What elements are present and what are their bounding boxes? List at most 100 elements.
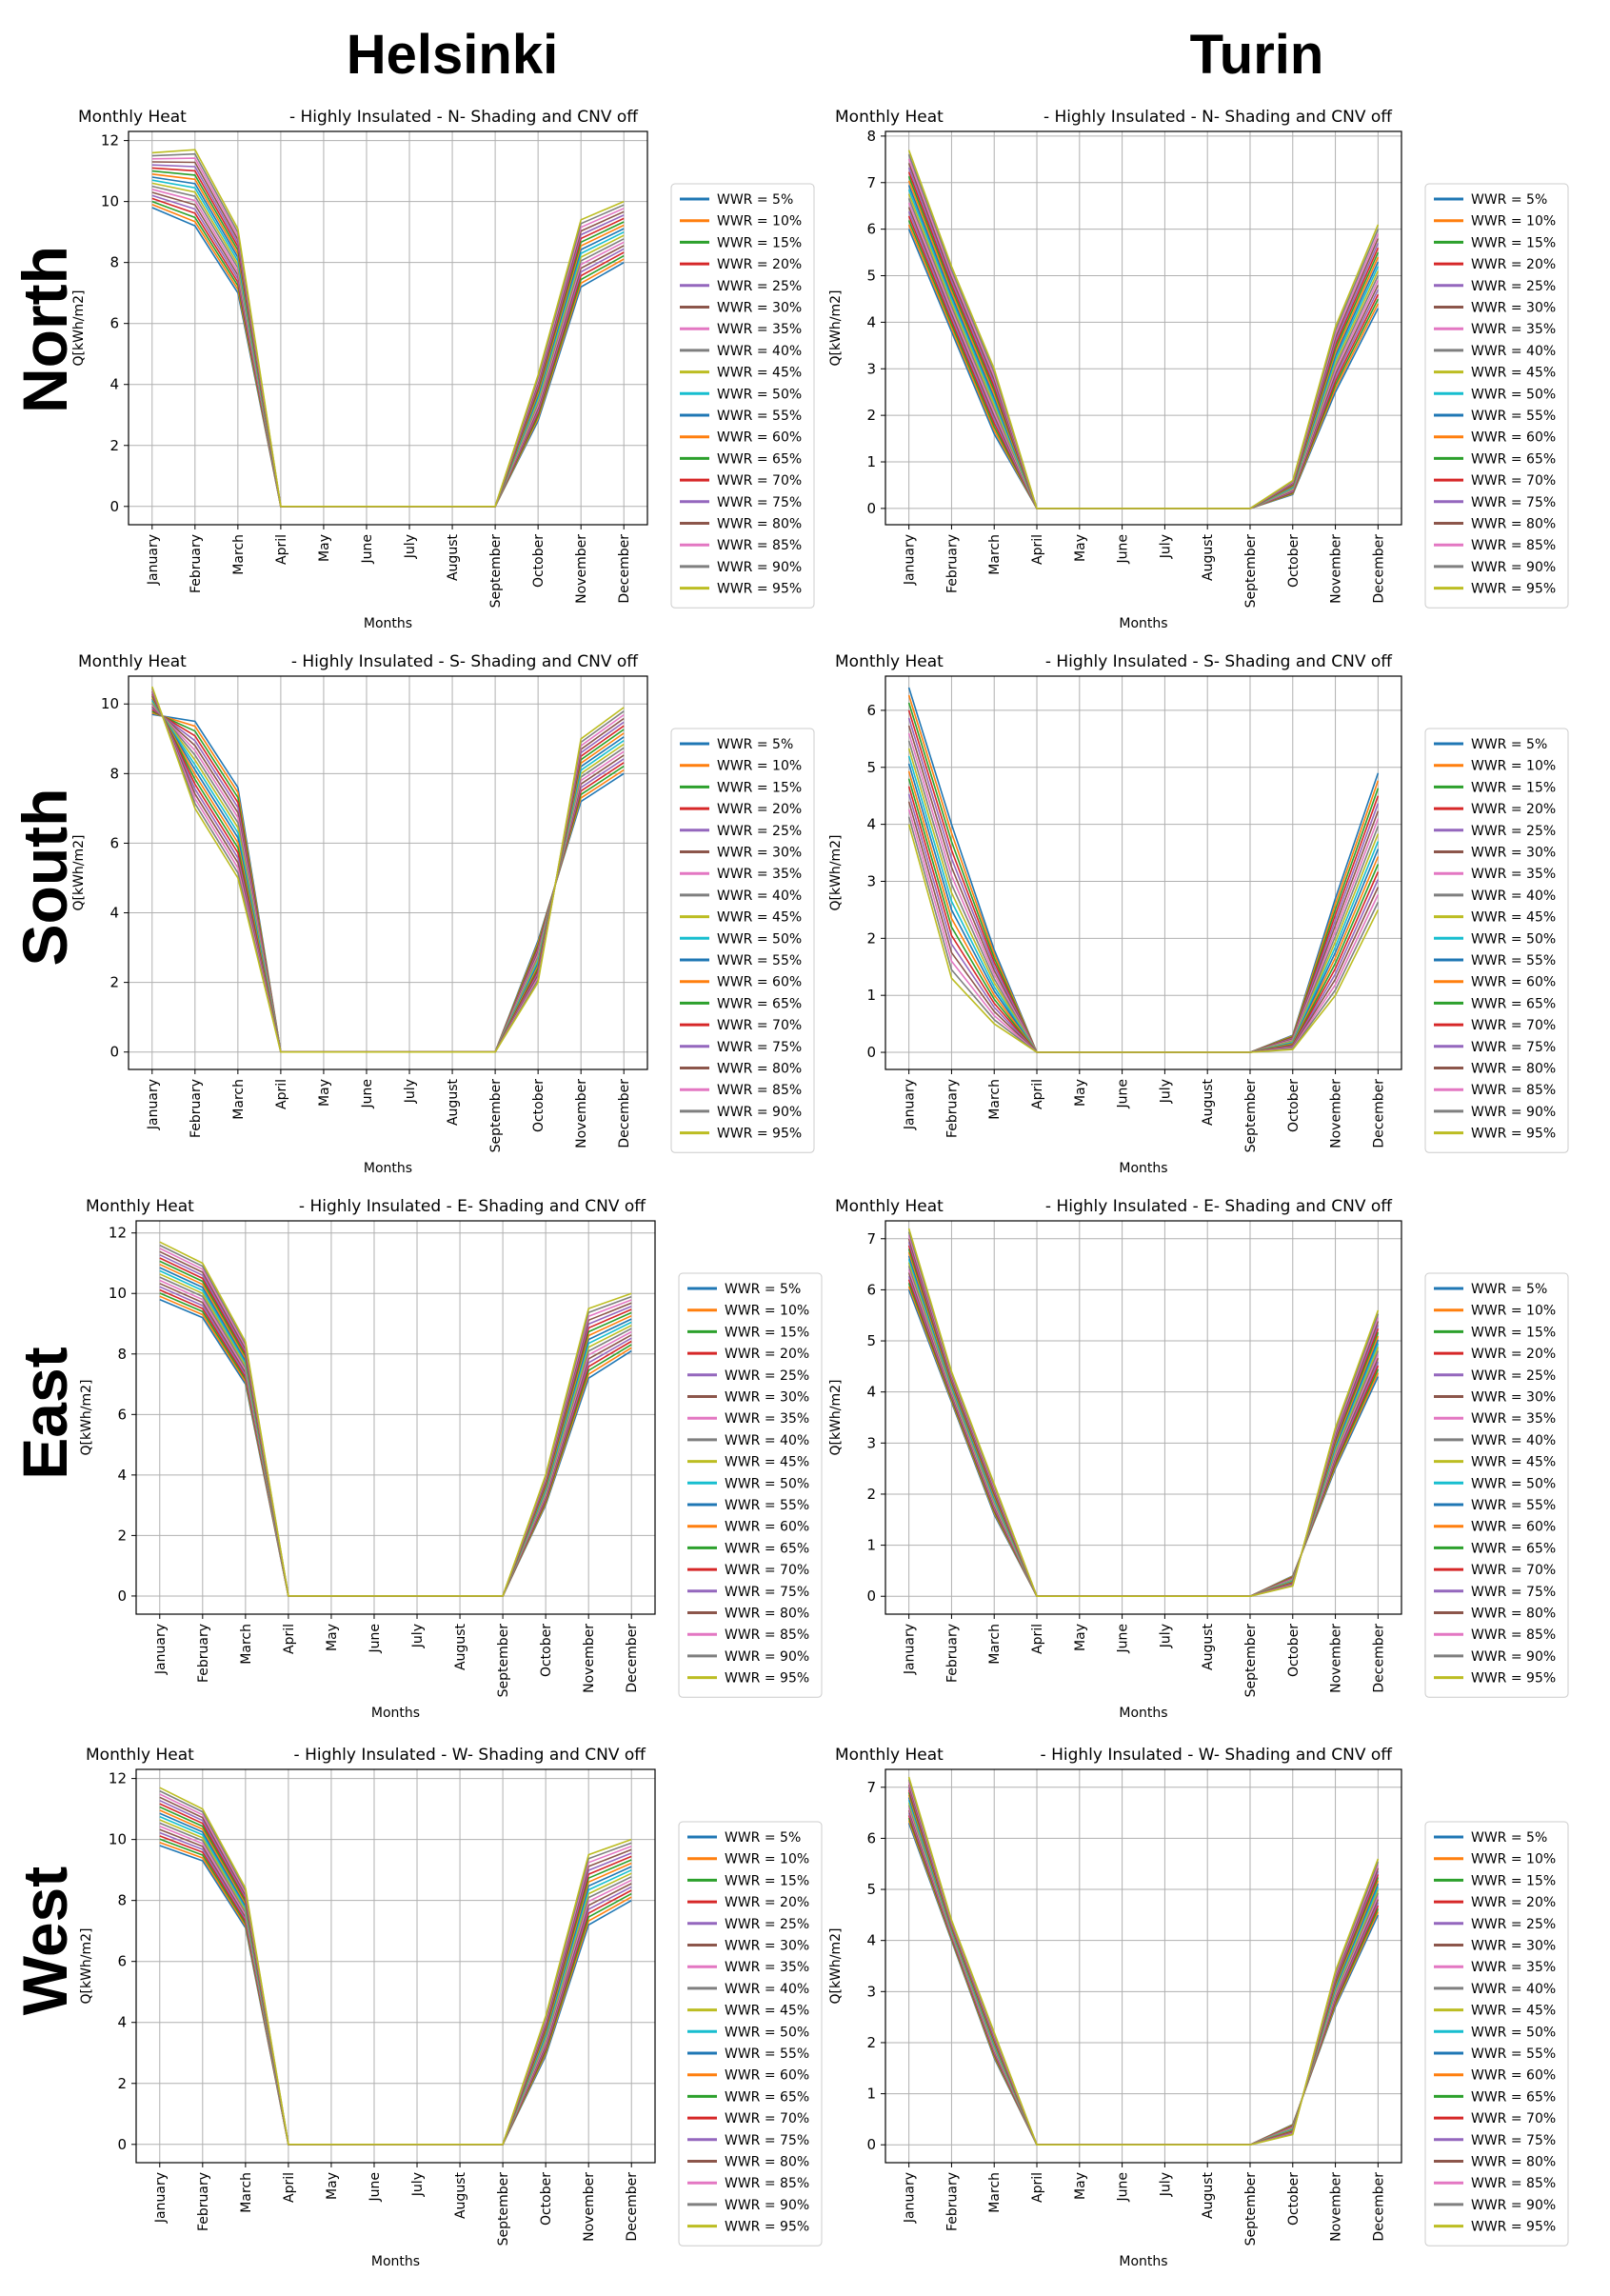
chart-title-left: Monthly Heat	[86, 1197, 194, 1216]
y-tick-label: 2	[109, 437, 119, 454]
legend-label: WWR = 95%	[1471, 2220, 1556, 2235]
series-line-wwr-90	[159, 1244, 632, 1597]
y-tick-label: 5	[866, 1332, 876, 1349]
y-tick-label: 8	[117, 1892, 127, 1909]
x-tick-label: December	[1371, 534, 1386, 604]
legend-label: WWR = 60%	[1471, 2068, 1556, 2084]
series-line-wwr-45	[907, 1262, 1380, 1597]
series-line-wwr-55	[151, 698, 625, 1053]
legend-label: WWR = 85%	[1471, 538, 1556, 553]
x-axis-label: Months	[1119, 2254, 1167, 2269]
legend-label: WWR = 15%	[725, 1325, 809, 1340]
series-line-wwr-70	[907, 1789, 1380, 2146]
chart-title-right: - Highly Insulated - N- Shading and CNV …	[289, 108, 639, 127]
legend-label: WWR = 85%	[1471, 1083, 1556, 1098]
x-tick-label: May	[325, 2172, 340, 2200]
legend-label: WWR = 75%	[1471, 2133, 1556, 2148]
legend-label: WWR = 30%	[1471, 301, 1556, 316]
x-tick-label: October	[539, 1624, 554, 1677]
legend-label: WWR = 90%	[717, 560, 802, 575]
legend-label: WWR = 30%	[1471, 1390, 1556, 1406]
x-axis-label: Months	[1119, 1161, 1167, 1176]
y-tick-label: 12	[101, 132, 119, 150]
series-line-wwr-45	[151, 701, 625, 1053]
legend-label: WWR = 45%	[1471, 366, 1556, 381]
y-tick-label: 5	[866, 1881, 876, 1898]
legend-label: WWR = 70%	[1471, 2111, 1556, 2126]
legend-label: WWR = 20%	[1471, 257, 1556, 272]
x-tick-label: December	[1371, 1624, 1386, 1693]
y-tick-label: 6	[117, 1406, 127, 1423]
y-tick-label: 0	[109, 1044, 119, 1061]
legend-label: WWR = 15%	[1471, 235, 1556, 250]
y-tick-label: 6	[866, 702, 876, 719]
x-tick-label: November	[582, 2172, 597, 2242]
legend-label: WWR = 80%	[725, 1607, 809, 1622]
x-tick-label: June	[368, 2172, 383, 2203]
x-tick-label: February	[944, 1079, 960, 1138]
y-tick-label: 0	[866, 2136, 876, 2153]
legend-label: WWR = 85%	[717, 538, 802, 553]
series-line-wwr-75	[907, 1787, 1380, 2146]
x-tick-label: January	[903, 1079, 918, 1130]
x-tick-label: June	[1116, 2172, 1131, 2203]
x-tick-label: April	[274, 534, 289, 565]
x-axis-label: Months	[364, 1161, 412, 1176]
legend-label: WWR = 90%	[725, 2198, 809, 2213]
legend-label: WWR = 30%	[725, 1939, 809, 1954]
legend-label: WWR = 75%	[725, 2133, 809, 2148]
x-tick-label: November	[1329, 1624, 1344, 1693]
legend-label: WWR = 85%	[725, 1627, 809, 1643]
x-tick-label: September	[496, 2172, 511, 2246]
x-tick-label: July	[1158, 2172, 1173, 2197]
series-line-wwr-10	[907, 1286, 1380, 1597]
series-line-wwr-75	[907, 1242, 1380, 1597]
x-tick-label: June	[1116, 1624, 1131, 1654]
y-tick-label: 2	[866, 407, 876, 424]
legend-label: WWR = 75%	[717, 1040, 802, 1055]
legend-label: WWR = 20%	[1471, 1347, 1556, 1362]
plot-frame	[135, 1768, 656, 2164]
legend-label: WWR = 35%	[717, 867, 802, 882]
legend-label: WWR = 5%	[1471, 737, 1547, 752]
y-tick-label: 4	[117, 2014, 127, 2031]
x-tick-label: October	[1286, 2172, 1302, 2226]
legend-label: WWR = 85%	[717, 1083, 802, 1098]
y-tick-label: 1	[866, 2086, 876, 2103]
x-tick-label: November	[574, 534, 589, 604]
x-tick-label: February	[196, 1624, 211, 1683]
x-tick-label: May	[317, 534, 332, 562]
series-line-wwr-20	[907, 1279, 1380, 1597]
y-tick-label: 0	[866, 1044, 876, 1061]
legend-label: WWR = 10%	[717, 214, 802, 230]
legend-label: WWR = 15%	[717, 780, 802, 795]
legend-label: WWR = 20%	[725, 1347, 809, 1362]
y-tick-label: 2	[866, 2034, 876, 2051]
x-tick-label: July	[410, 1624, 426, 1648]
legend-label: WWR = 5%	[717, 737, 793, 752]
legend-label: WWR = 15%	[1471, 780, 1556, 795]
legend-label: WWR = 25%	[725, 1368, 809, 1384]
x-axis-label: Months	[1119, 1706, 1167, 1721]
legend-label: WWR = 25%	[717, 824, 802, 839]
legend-label: WWR = 70%	[1471, 1018, 1556, 1033]
legend-label: WWR = 85%	[725, 2176, 809, 2191]
y-tick-label: 2	[117, 2075, 127, 2092]
legend-label: WWR = 35%	[1471, 1960, 1556, 1975]
series-line-wwr-95	[159, 1241, 632, 1597]
y-tick-label: 6	[109, 834, 119, 851]
legend-label: WWR = 50%	[1471, 2025, 1556, 2040]
x-tick-label: July	[1158, 1079, 1173, 1104]
series-line-wwr-35	[907, 1807, 1380, 2146]
y-tick-label: 3	[866, 1983, 876, 2000]
plot-frame	[128, 130, 648, 526]
y-tick-label: 4	[117, 1467, 127, 1484]
y-tick-label: 0	[866, 1587, 876, 1605]
y-axis-label: Q[kWh/m2]	[828, 834, 844, 910]
x-tick-label: December	[617, 534, 632, 604]
legend-label: WWR = 20%	[725, 1895, 809, 1910]
legend-label: WWR = 5%	[1471, 192, 1547, 208]
legend-label: WWR = 70%	[1471, 1563, 1556, 1578]
legend-label: WWR = 40%	[725, 1433, 809, 1448]
legend-label: WWR = 40%	[1471, 888, 1556, 904]
